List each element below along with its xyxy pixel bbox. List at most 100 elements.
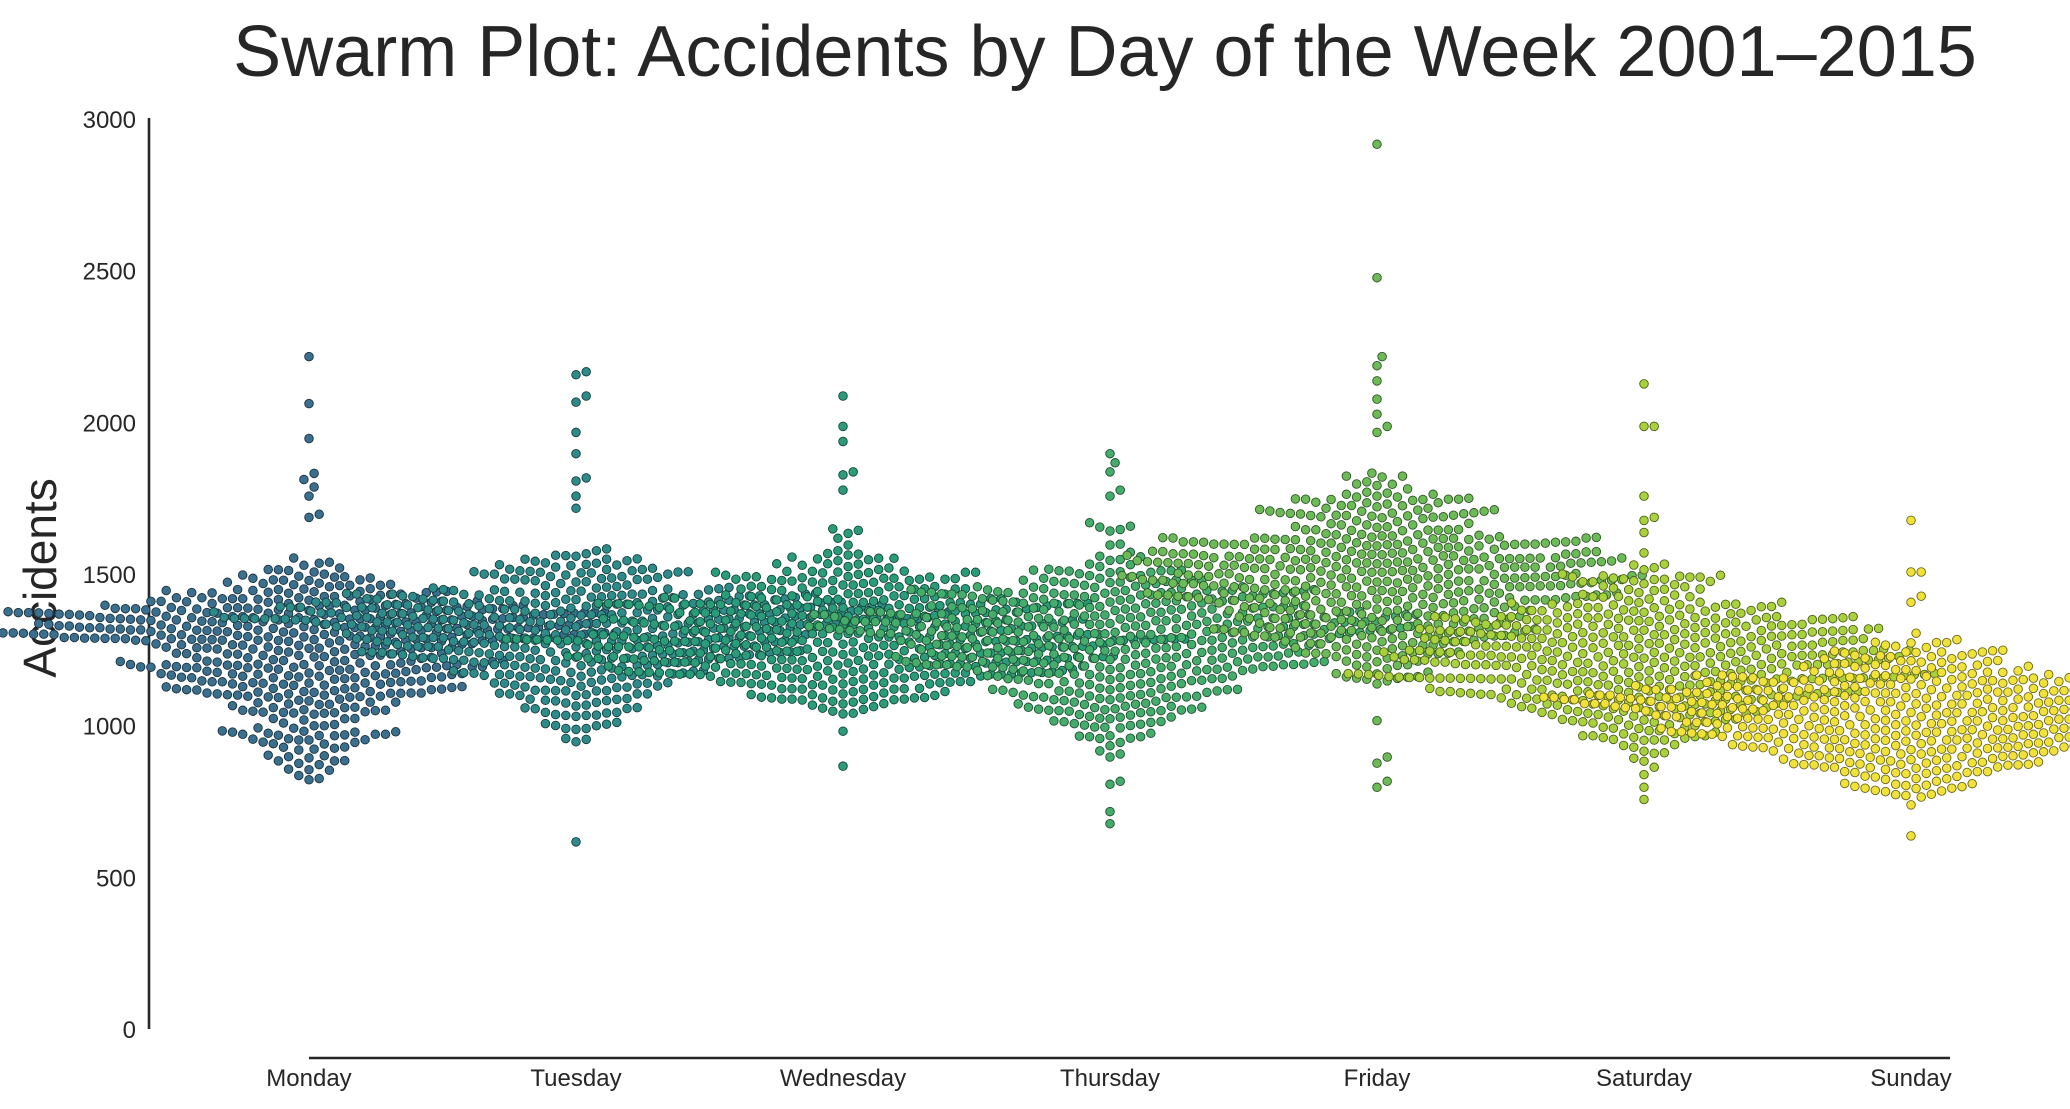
swarm-point-wednesday (904, 575, 915, 586)
swarm-point-sunday (1901, 736, 1911, 746)
swarm-point-wednesday (853, 559, 864, 569)
swarm-point-sunday (1707, 699, 1717, 710)
swarm-point-wednesday (899, 673, 909, 683)
swarm-point-thursday (1171, 613, 1182, 624)
swarm-point-wednesday (720, 668, 731, 678)
swarm-point-sunday (1788, 733, 1799, 744)
swarm-point-friday (1443, 494, 1454, 504)
swarm-point-monday (222, 603, 233, 613)
swarm-point-wednesday (828, 524, 838, 534)
swarm-point-sunday (1850, 650, 1860, 661)
swarm-point-friday (1494, 553, 1505, 564)
swarm-point-thursday (1105, 654, 1115, 665)
swarm-point-thursday (1212, 686, 1222, 696)
swarm-point-thursday (855, 626, 865, 636)
swarm-point-thursday (1125, 521, 1136, 531)
swarm-point-friday (1331, 651, 1341, 662)
swarm-point-friday (1326, 570, 1336, 580)
swarm-point-monday (146, 662, 156, 672)
swarm-point-saturday (1639, 769, 1649, 780)
swarm-point-sunday (1916, 749, 1926, 759)
swarm-point-tuesday (586, 677, 597, 688)
swarm-point-thursday (1105, 597, 1115, 607)
swarm-point-saturday (1654, 621, 1665, 632)
swarm-point-thursday (1074, 678, 1085, 688)
swarm-point-friday (1550, 537, 1561, 547)
swarm-point-thursday (1033, 666, 1044, 677)
swarm-point-monday (248, 734, 258, 744)
swarm-point-sunday (1936, 786, 1947, 796)
swarm-point-friday (1260, 585, 1270, 595)
swarm-point-sunday (1916, 680, 1926, 690)
swarm-point-thursday (1084, 570, 1095, 581)
swarm-point-sunday (1977, 707, 1988, 717)
swarm-point-thursday (911, 630, 921, 640)
swarm-point-monday (237, 729, 248, 740)
swarm-point-monday (273, 692, 284, 703)
swarm-point-saturday (1578, 648, 1588, 659)
swarm-point-monday (309, 634, 319, 645)
swarm-point-monday (304, 398, 314, 409)
swarm-point-monday (161, 642, 171, 652)
swarm-point-friday (1596, 556, 1607, 567)
swarm-point-thursday (993, 618, 1003, 628)
swarm-point-monday (237, 640, 248, 650)
swarm-point-thursday (1069, 590, 1080, 600)
swarm-point-tuesday (576, 681, 586, 692)
swarm-point-tuesday (346, 619, 357, 630)
swarm-point-saturday (1425, 624, 1435, 635)
swarm-point-friday (1367, 511, 1377, 521)
swarm-point-monday (309, 687, 319, 698)
swarm-point-thursday (1084, 711, 1095, 722)
swarm-point-monday (339, 644, 350, 655)
swarm-point-friday (1479, 506, 1489, 517)
swarm-point-wednesday (573, 636, 583, 646)
swarm-point-friday (1438, 551, 1449, 561)
swarm-point-monday (390, 727, 401, 737)
swarm-point-sunday (1957, 682, 1967, 692)
swarm-point-saturday (1506, 631, 1517, 642)
swarm-point-monday (268, 738, 279, 749)
swarm-point-wednesday (833, 594, 843, 605)
swarm-point-wednesday (833, 660, 843, 670)
swarm-point-thursday (1135, 679, 1146, 689)
swarm-point-monday (166, 670, 177, 680)
swarm-point-thursday (1059, 695, 1069, 706)
swarm-point-monday (161, 660, 171, 670)
swarm-point-wednesday (782, 646, 792, 656)
swarm-point-wednesday (858, 674, 869, 684)
swarm-point-sunday (1941, 763, 1952, 773)
swarm-point-sunday (1824, 743, 1835, 753)
swarm-point-wednesday (675, 607, 685, 618)
swarm-point-friday (1254, 504, 1265, 515)
swarm-point-sunday (1702, 717, 1712, 728)
swarm-point-monday (207, 588, 217, 598)
swarm-point-thursday (1084, 518, 1095, 528)
swarm-point-sunday (1947, 716, 1957, 726)
swarm-point-friday (1305, 638, 1316, 649)
swarm-point-saturday (1639, 735, 1649, 746)
swarm-point-sunday (1901, 780, 1911, 791)
swarm-point-friday (1305, 610, 1316, 620)
swarm-point-tuesday (520, 606, 530, 616)
swarm-point-thursday (1095, 662, 1105, 672)
swarm-point-monday (334, 580, 345, 591)
swarm-point-saturday (1608, 583, 1619, 593)
swarm-point-sunday (1926, 684, 1937, 695)
swarm-point-wednesday (838, 436, 848, 447)
swarm-point-friday (1509, 573, 1520, 583)
swarm-point-tuesday (362, 593, 372, 604)
swarm-point-wednesday (950, 573, 960, 584)
swarm-point-saturday (1445, 626, 1455, 636)
swarm-point-tuesday (525, 694, 535, 704)
swarm-point-thursday (1003, 615, 1013, 625)
swarm-point-saturday (1649, 585, 1659, 596)
swarm-point-friday (1280, 585, 1290, 595)
swarm-point-sunday (1987, 712, 1998, 723)
swarm-point-tuesday (612, 717, 622, 728)
swarm-point-saturday (1664, 604, 1675, 615)
swarm-point-thursday (1197, 675, 1207, 686)
swarm-point-friday (1550, 552, 1561, 563)
swarm-point-wednesday (766, 584, 777, 595)
swarm-point-sunday (2023, 721, 2034, 731)
